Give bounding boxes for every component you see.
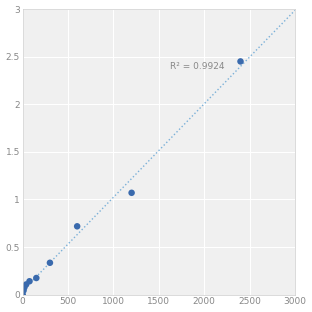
Point (27, 279, 32, 284)
Point (47, 260, 52, 265)
Point (75, 224, 80, 229)
Point (21, 288, 26, 293)
Point (20, 292, 25, 297)
Point (24, 282, 29, 287)
Point (22, 285, 27, 290)
Point (129, 190, 134, 195)
Point (238, 59, 243, 64)
Point (34, 275, 39, 280)
Text: R² = 0.9924: R² = 0.9924 (170, 62, 224, 71)
